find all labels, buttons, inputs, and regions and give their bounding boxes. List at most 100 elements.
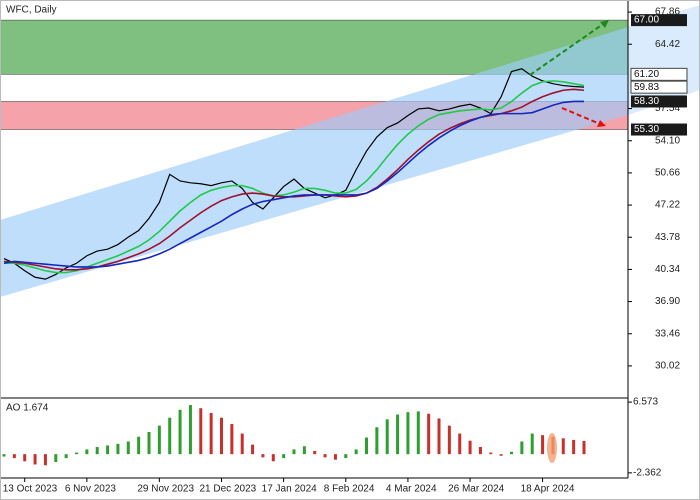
ao-bar [510,451,513,455]
ao-bar [2,454,6,457]
ao-bar [302,446,306,455]
ao-title: AO 1.674 [6,403,49,414]
level-box [631,95,687,108]
ao-bar [530,433,534,455]
level-box [631,14,687,27]
ao-bar [582,440,586,455]
ao-highlight [547,433,557,463]
ao-bar [468,440,472,455]
y-tick-label: 30.02 [655,361,680,372]
ao-bar [147,431,151,455]
x-tick-label: 13 Oct 2023 [3,484,58,495]
y-tick-label: 50.66 [655,168,680,179]
y-tick-label: 47.22 [655,200,680,211]
y-tick-label: 36.90 [655,296,680,307]
ao-bar [12,454,16,459]
ao-bar [396,414,400,455]
ao-bar [385,419,389,455]
ao-bar [572,439,576,455]
ao-bar [499,454,503,456]
x-tick-label: 6 Nov 2023 [65,484,117,495]
ao-bar [157,425,161,455]
ao-bar [168,417,172,455]
ao-bar [23,454,27,462]
y-tick-label: 43.78 [655,232,680,243]
x-tick-label: 21 Dec 2023 [200,484,257,495]
series-line [4,80,585,274]
ao-bar [188,405,192,455]
level-text: 59.83 [634,82,659,93]
ao-bar [437,418,441,455]
ao-bar [365,437,368,455]
y-tick-label: 33.46 [655,328,680,339]
ao-bar [520,441,524,455]
ao-bar [178,409,182,455]
ao-bar [116,443,120,455]
ao-bar [458,433,462,455]
ao-bar [282,454,286,459]
ao-bar [95,447,99,455]
y-tick-label: 57.54 [655,103,680,114]
x-tick-label: 18 Apr 2024 [521,484,575,495]
level-text: 67.00 [634,15,659,26]
ao-bar [427,413,431,455]
level-label: 55.30 [631,123,687,136]
level-text: 58.30 [634,96,659,107]
x-tick-label: 4 Mar 2024 [386,484,437,495]
ao-bar [85,449,89,455]
ao-bar [489,452,493,455]
series-line [3,100,584,268]
ao-bar [199,408,203,455]
ao-bar [43,454,47,466]
y-tick-label: 64.42 [655,39,680,50]
x-tick-label: 17 Jan 2024 [262,484,317,495]
ao-bar [75,452,78,455]
ao-bar [541,435,545,455]
x-tick-label: 26 Mar 2024 [448,484,505,495]
level-label: 58.30 [631,95,687,108]
level-box [630,67,688,81]
ao-bar [54,454,58,463]
ao-bar [478,447,482,455]
ao-bar [261,454,265,458]
price-channel [0,27,628,297]
ao-bar [209,412,213,455]
level-label: 59.83 [630,80,688,94]
ao-bar [292,449,296,455]
x-tick-label: 8 Feb 2024 [324,484,375,495]
series-line [3,68,585,280]
ao-bar [126,441,130,455]
ao-bar [354,449,358,455]
x-tick-label: 29 Nov 2023 [137,484,194,495]
ao-tick-label: 6.573 [633,397,658,408]
ao-bar [375,427,379,455]
ao-bar [333,454,337,460]
down-arrow [561,107,601,125]
ao-bar [416,411,420,455]
ao-bar [64,454,68,459]
ao-bar [323,454,327,458]
level-text: 55.30 [634,124,659,135]
ao-bar [251,444,255,455]
level-box [630,80,688,94]
ao-bar [240,433,244,455]
level-label: 61.20 [630,67,688,81]
ao-bar [230,424,234,455]
ao-bar [313,450,317,455]
ao-bar [344,454,348,459]
ao-bar [447,425,451,455]
chart-title: WFC, Daily [6,5,57,16]
up-arrowhead [600,20,609,28]
y-tick-label: 67.86 [655,7,680,18]
ao-bar [106,445,110,455]
ao-tick-label: -2.362 [633,468,662,479]
level-label: 67.00 [631,14,687,27]
plot [2,68,586,466]
down-arrowhead [597,120,606,127]
y-tick-label: 54.10 [655,135,680,146]
ao-bar [137,436,141,455]
ao-bar [33,454,37,465]
level-box [631,123,687,136]
ao-bar [406,412,410,455]
